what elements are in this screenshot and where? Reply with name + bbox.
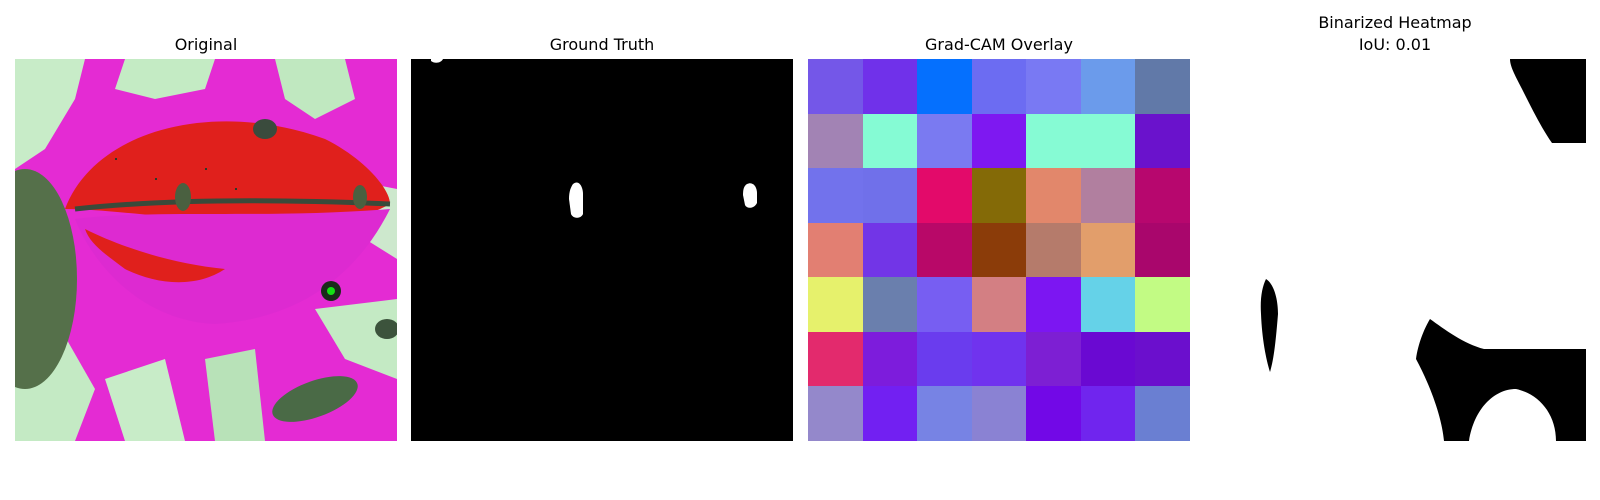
gradcam-cell (1135, 277, 1190, 332)
gradcam-cell (1080, 386, 1136, 441)
gradcam-cell (1135, 59, 1190, 114)
gradcam-cell (862, 331, 918, 387)
gradcam-cell (971, 113, 1027, 169)
panel-title-binarized: Binarized Heatmap (1318, 13, 1472, 32)
gradcam-cell (862, 168, 918, 223)
ground-truth-mask (411, 59, 793, 441)
gradcam-cell (1135, 386, 1190, 441)
panel-subtitle-iou: IoU: 0.01 (1358, 35, 1432, 54)
gradcam-cell (1026, 222, 1081, 278)
gradcam-cell (1135, 168, 1190, 223)
gradcam-cell (917, 331, 972, 387)
gradcam-cell (862, 222, 918, 278)
gradcam-cell (917, 59, 972, 114)
gradcam-grid (808, 59, 1190, 441)
gradcam-cell (808, 113, 863, 169)
panel-original: Original (15, 0, 397, 500)
gradcam-cell (1026, 386, 1081, 441)
gradcam-cell (971, 59, 1027, 114)
gradcam-overlay-image (808, 59, 1190, 441)
panel-title-original: Original (174, 35, 238, 54)
gradcam-cell (1080, 277, 1136, 332)
gradcam-cell (1080, 222, 1136, 278)
gradcam-cell (971, 168, 1027, 223)
gradcam-cell (1135, 222, 1190, 278)
gradcam-cell (808, 222, 863, 278)
gradcam-cell (971, 222, 1027, 278)
panel-binarized: Binarized Heatmap IoU: 0.01 (1204, 0, 1586, 500)
panel-title-ground-truth: Ground Truth (549, 35, 655, 54)
gradcam-cell (808, 168, 863, 223)
gradcam-cell (917, 222, 972, 278)
gradcam-cell (917, 168, 972, 223)
gradcam-cell (917, 277, 972, 332)
gradcam-cell (1135, 113, 1190, 169)
gradcam-cell (971, 331, 1027, 387)
gradcam-cell (1026, 277, 1081, 332)
gradcam-cell (1080, 59, 1136, 114)
gradcam-cell (862, 59, 918, 114)
gradcam-cell (1080, 331, 1136, 387)
panel-title-gradcam: Grad-CAM Overlay (925, 35, 1073, 54)
gradcam-cell (1080, 113, 1136, 169)
gradcam-cell (1026, 113, 1081, 169)
gradcam-cell (1026, 168, 1081, 223)
gradcam-cell (917, 113, 972, 169)
gradcam-cell (808, 386, 863, 441)
gradcam-cell (808, 277, 863, 332)
binarized-heatmap-image (1204, 59, 1586, 441)
gradcam-cell (971, 386, 1027, 441)
gradcam-cell (862, 277, 918, 332)
panel-ground-truth: Ground Truth (411, 0, 793, 500)
gradcam-cell (1080, 168, 1136, 223)
panel-gradcam: Grad-CAM Overlay (808, 0, 1190, 500)
gradcam-cell (1135, 331, 1190, 387)
gradcam-cell (808, 331, 863, 387)
gradcam-cell (917, 386, 972, 441)
gradcam-cell (808, 59, 863, 114)
gradcam-cell (971, 277, 1027, 332)
gradcam-cell (1026, 331, 1081, 387)
gradcam-cell (862, 386, 918, 441)
original-image (15, 59, 397, 441)
gradcam-cell (1026, 59, 1081, 114)
gradcam-cell (862, 113, 918, 169)
